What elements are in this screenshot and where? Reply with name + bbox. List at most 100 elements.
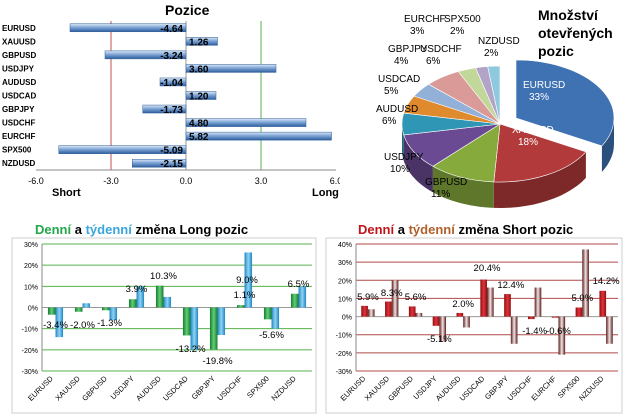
position-bar <box>132 158 187 168</box>
pie-slice-side <box>601 118 614 172</box>
position-bar <box>104 50 187 60</box>
weekly-change-bar <box>391 280 399 317</box>
short-axis-label: Short <box>52 187 81 199</box>
category-label: NZDUSD <box>577 374 606 403</box>
weekly-change-bar <box>217 307 226 336</box>
daily-change-bar <box>290 293 299 308</box>
data-label: -1.4% <box>522 326 547 337</box>
data-label: -13.2% <box>175 344 206 355</box>
category-label: USDCHF <box>215 374 244 403</box>
value-label: 1.26 <box>189 37 209 48</box>
category-label: USDCAD <box>161 374 190 403</box>
daily-change-bar <box>128 299 137 308</box>
value-label: -1.04 <box>160 78 183 89</box>
category-label: USDJPY <box>2 64 35 73</box>
weekly-change-bar <box>298 286 307 308</box>
value-label: 3.60 <box>189 64 209 75</box>
weekly-change-bar <box>190 307 199 350</box>
short-title-and: a <box>394 222 409 237</box>
x-tick-label: -3.0 <box>103 176 119 186</box>
pie-slice-name: SPX500 <box>444 14 481 25</box>
data-label: -2.0% <box>70 320 95 331</box>
category-label: EURUSD <box>26 374 55 403</box>
pie-slice-name: USDJPY <box>384 152 424 163</box>
daily-change-bar <box>385 301 392 317</box>
y-tick-label: -20% <box>336 351 352 358</box>
pie-slice-percent: 6% <box>382 116 397 127</box>
pie-slice-name: EURUSD <box>523 80 565 91</box>
weekly-change-bar <box>582 249 589 317</box>
pie-slice <box>515 59 615 147</box>
daily-change-bar <box>599 290 607 317</box>
y-tick-label: 20% <box>338 278 352 285</box>
pie-slice-percent: 11% <box>431 189 450 200</box>
daily-change-bar <box>155 285 164 308</box>
pie-slice-percent: 5% <box>384 86 399 97</box>
position-bar <box>58 145 187 154</box>
weekly-change-bar <box>109 307 118 321</box>
long-change-chart: 30% 20% 10% 0% -10% -20% -30% -3.4% EURUSD -2.0% X… <box>11 237 317 414</box>
pie-slice-name: EURCHF <box>404 14 446 25</box>
daily-change-bar <box>551 316 559 318</box>
category-label: USDCAD <box>458 374 487 403</box>
short-title-weekly: týdenní <box>408 222 455 237</box>
pie-slice-side <box>432 166 494 208</box>
short-title-daily: Denní <box>358 222 395 237</box>
pie-slice-side <box>493 151 586 208</box>
value-label: -4.64 <box>160 24 183 35</box>
y-tick-label: 20% <box>24 263 38 270</box>
category-label: AUDUSD <box>134 374 163 403</box>
daily-change-bar <box>432 316 440 326</box>
pie-title-line-1: Množství <box>538 7 598 23</box>
pie-title-line-2: otevřených <box>538 25 613 41</box>
y-tick-label: -10% <box>336 333 352 340</box>
pie-slice-percent: 10% <box>390 164 410 175</box>
weekly-change-bar <box>271 307 280 329</box>
category-label: EURCHF <box>2 132 35 141</box>
y-tick-label: 40% <box>338 242 352 249</box>
daily-change-bar <box>101 307 110 311</box>
x-tick-label: 3.0 <box>255 176 268 186</box>
category-label: USDCHF <box>2 119 35 128</box>
short-change-chart: 40% 30% 20% 10% 0% -10% -20% -30% 5.9% EURUSD 8.3%… <box>325 237 623 414</box>
position-bar <box>185 118 307 127</box>
position-bar <box>185 91 217 100</box>
category-label: GBPJPY <box>190 374 217 401</box>
category-label: EURUSD <box>339 374 368 403</box>
value-label: -3.24 <box>160 51 183 62</box>
daily-change-bar <box>209 307 218 350</box>
pie-slice-percent: 33% <box>529 92 549 103</box>
pie-slice <box>487 65 501 125</box>
short-title-rest: změna Short pozic <box>454 222 574 237</box>
long-title-daily: Denní <box>35 222 72 237</box>
weekly-change-bar <box>244 252 253 308</box>
position-bar <box>142 104 187 114</box>
daily-change-bar <box>236 305 245 308</box>
daily-change-bar <box>361 305 368 317</box>
weekly-change-bar <box>487 287 494 317</box>
position-bar <box>185 131 332 141</box>
value-label: 5.82 <box>189 132 209 143</box>
y-tick-label: -20% <box>22 348 38 355</box>
value-label: -1.73 <box>160 105 183 116</box>
pie-slice-name: AUDUSD <box>376 104 418 115</box>
daily-change-bar <box>504 294 511 317</box>
pie-title-line-3: pozic <box>538 43 574 59</box>
weekly-change-bar <box>558 316 566 355</box>
pie-slice-percent: 18% <box>518 137 538 148</box>
value-label: 1.20 <box>189 92 209 103</box>
daily-change-bar <box>74 307 83 312</box>
position-bar <box>185 37 218 46</box>
x-tick-label: 0.0 <box>180 176 193 186</box>
long-title-rest: změna Long pozic <box>131 222 249 237</box>
pie-slice-name: USDCAD <box>378 74 420 85</box>
daily-change-bar <box>182 307 191 336</box>
category-label: USDCAD <box>2 92 36 101</box>
category-label: GBPUSD <box>80 374 109 403</box>
data-label: 14.2% <box>593 276 620 287</box>
long-title-and: a <box>71 222 86 237</box>
pie-slice-percent: 4% <box>394 56 409 67</box>
short-change-title: Denní a týdenní změna Short pozic <box>358 222 573 237</box>
y-tick-label: 30% <box>24 242 38 249</box>
